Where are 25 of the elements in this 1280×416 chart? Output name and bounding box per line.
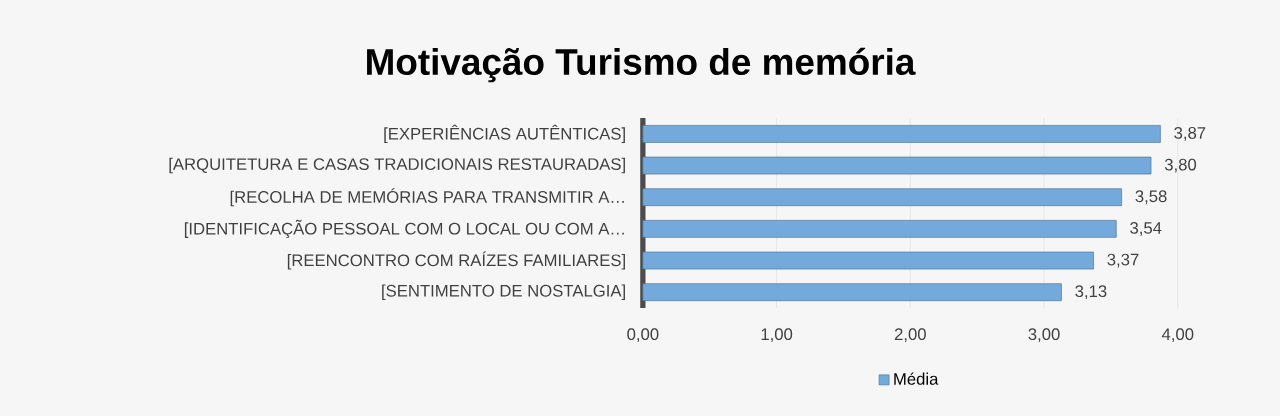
y-tick-label: [ARQUITETURA E CASAS TRADICIONAIS RESTAURADAS] xyxy=(169,157,625,174)
data-label: 3,80 xyxy=(1164,158,1197,173)
y-tick-label: [SENTIMENTO DE NOSTALGIA] xyxy=(382,284,625,300)
chart-title: Motivação Turismo de memória xyxy=(367,47,916,83)
bar xyxy=(642,156,1152,175)
y-tick-label: [RECOLHA DE MEMÓRIAS PARA TRANSMITIR A… xyxy=(230,188,624,207)
data-label: 3,13 xyxy=(1075,285,1107,300)
bar xyxy=(642,283,1062,302)
x-tick-label: 3,00 xyxy=(1028,328,1060,343)
legend-label: Média xyxy=(894,372,939,385)
x-tick-label: 2,00 xyxy=(894,328,926,343)
data-label: 3,37 xyxy=(1107,253,1139,268)
bar xyxy=(642,188,1122,207)
y-tick-label: [IDENTIFICAÇÃO PESSOAL COM O LOCAL OU COM A… xyxy=(184,219,624,238)
data-label: 3,58 xyxy=(1135,190,1167,205)
x-tick-label: 0,00 xyxy=(627,328,659,343)
bar xyxy=(642,251,1094,270)
data-label: 3,87 xyxy=(1174,127,1206,141)
x-tick-label: 1,00 xyxy=(761,328,793,343)
bar xyxy=(642,125,1161,143)
bar xyxy=(642,220,1117,238)
x-tick-label: 4,00 xyxy=(1161,328,1194,343)
y-tick-label: [EXPERIÊNCIAS AUTÊNTICAS] xyxy=(384,124,625,143)
data-label: 3,54 xyxy=(1130,221,1162,236)
y-tick-label: [REENCONTRO COM RAÍZES FAMILIARES] xyxy=(287,251,625,270)
